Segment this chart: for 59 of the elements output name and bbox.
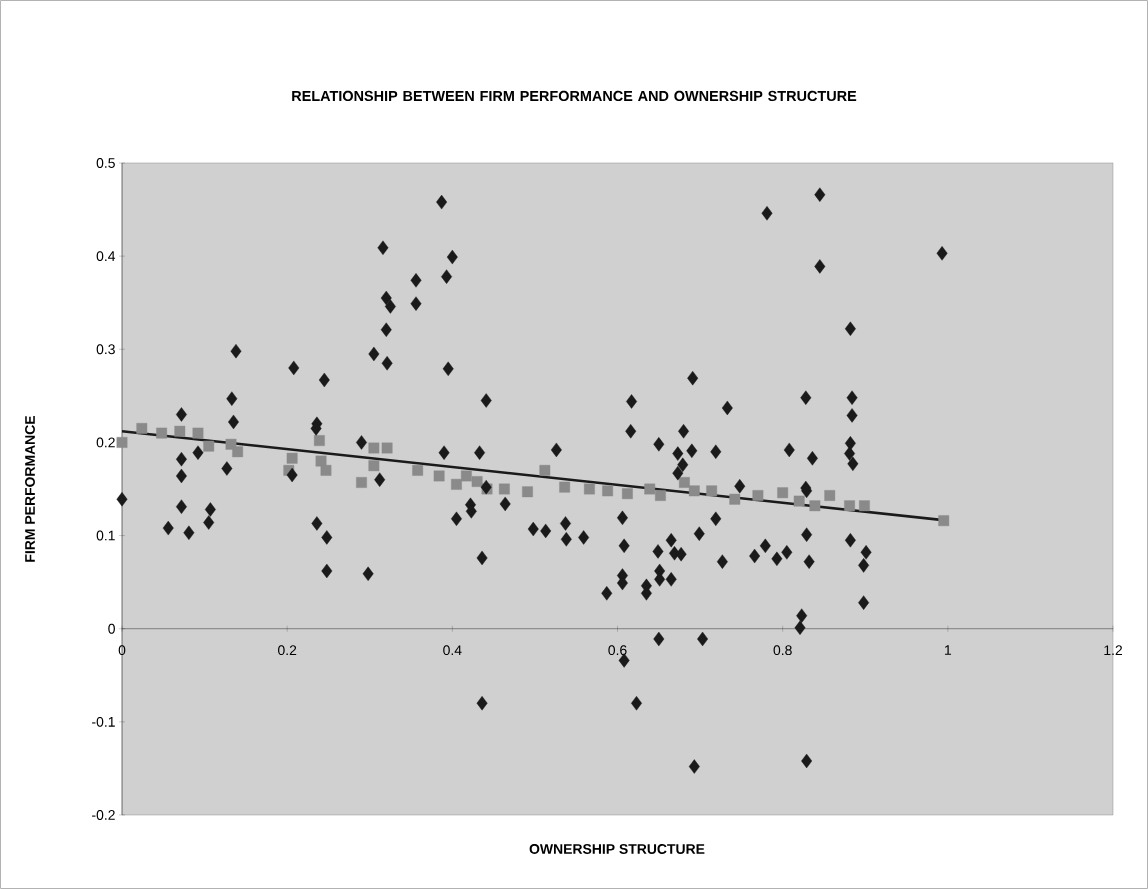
y-tick-label: -0.1 [92,716,115,727]
point [368,442,380,454]
point [809,500,821,512]
x-axis-title: OWNERSHIP STRUCTURE [529,844,705,854]
point [433,470,445,482]
point [412,464,424,476]
point [729,493,741,505]
point [644,483,656,495]
point [844,500,855,512]
point [451,478,462,490]
point [938,515,950,527]
x-tick-label: 0.8 [773,645,792,656]
point [286,452,298,464]
x-tick-label: 1.2 [1104,645,1123,655]
point [156,427,168,439]
point [192,427,204,439]
point [706,485,718,497]
y-tick-label: 0.2 [96,437,115,448]
x-tick-label: 0.6 [608,645,627,656]
chart-title: RELATIONSHIP BETWEEN FIRM PERFORMANCE AND OWNERSHIP STRUCTURE [292,90,857,102]
point [655,490,666,501]
point [859,500,870,512]
y-tick-label: 0.1 [96,530,115,541]
point [522,486,533,498]
y-tick-label: 0 [108,623,115,634]
point [752,490,764,501]
point [622,488,633,500]
point [356,477,367,488]
y-tick-label: 0.4 [96,251,116,262]
y-tick-label: 0.5 [96,158,115,168]
point [793,495,805,507]
x-tick-label: 0.2 [278,645,297,656]
point [460,470,472,482]
point [381,442,393,454]
x-tick-label: 0 [118,645,126,656]
point [679,477,690,488]
point [203,440,215,452]
point [688,485,700,497]
point [777,487,789,499]
point [539,464,551,476]
point [136,423,148,434]
point [320,464,332,476]
point [584,483,595,495]
point [368,460,380,472]
point [116,437,128,448]
x-tick-label: 0.4 [443,645,462,656]
point [471,476,483,487]
point [498,483,510,495]
point [232,446,244,458]
point [313,435,325,446]
point [559,481,571,493]
point [602,485,613,497]
y-axis-title: FIRM PERFORMANCE [25,415,35,562]
y-tick-label: 0.3 [96,344,115,355]
point [824,490,836,501]
point [174,425,186,437]
point [315,455,327,467]
x-tick-label: 1 [945,645,952,655]
y-tick-label: -0.2 [92,810,115,820]
